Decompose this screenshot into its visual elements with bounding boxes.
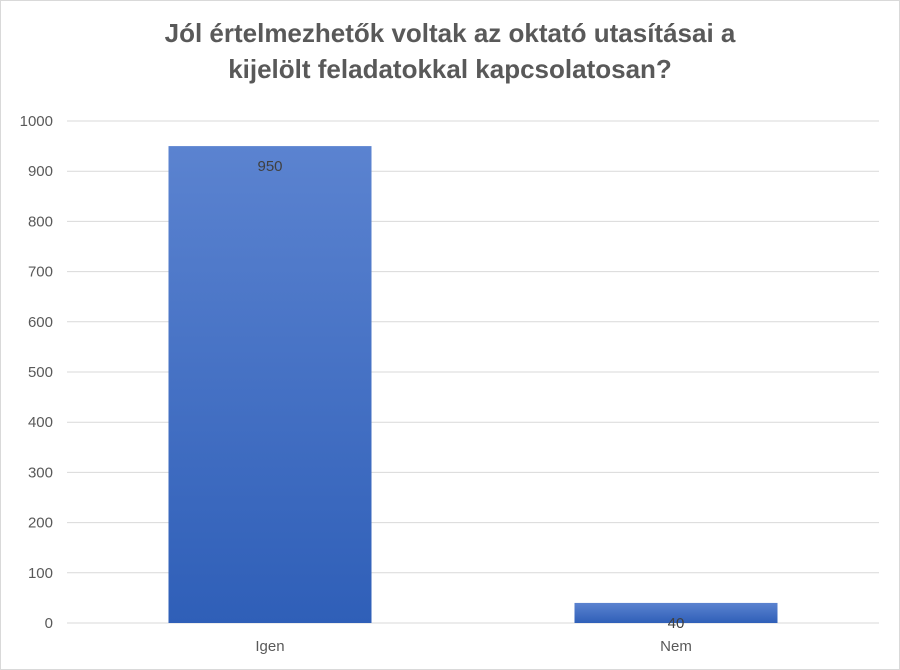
data-label-layer: 950 40 (257, 158, 684, 632)
data-label-igen: 950 (257, 158, 282, 175)
y-tick-label-300: 300 (28, 464, 53, 481)
chart-title-line-1: Jól értelmezhetők voltak az oktató utasí… (164, 18, 736, 48)
chart-title: Jól értelmezhetők voltak az oktató utasí… (1, 15, 899, 87)
y-tick-label-1000: 1000 (20, 113, 53, 130)
y-tick-label-200: 200 (28, 515, 53, 532)
category-label-igen: Igen (255, 638, 284, 655)
bar-nem (574, 602, 778, 623)
y-tick-label-100: 100 (28, 565, 53, 582)
bar-igen (168, 146, 372, 623)
data-label-nem: 40 (668, 615, 685, 632)
y-tick-label-700: 700 (28, 264, 53, 281)
y-tick-label-800: 800 (28, 213, 53, 230)
category-label-nem: Nem (660, 638, 692, 655)
x-axis-categories: Igen Nem (255, 638, 691, 655)
y-tick-label-500: 500 (28, 364, 53, 381)
chart-title-line-2: kijelölt feladatokkal kapcsolatosan? (228, 54, 672, 84)
y-tick-label-0: 0 (45, 615, 53, 632)
y-tick-label-900: 900 (28, 163, 53, 180)
y-tick-label-400: 400 (28, 414, 53, 431)
y-tick-label-600: 600 (28, 314, 53, 331)
y-axis-ticks: 0 100 200 300 400 500 600 700 800 900 1000 (20, 113, 53, 632)
bar-layer (168, 146, 778, 623)
